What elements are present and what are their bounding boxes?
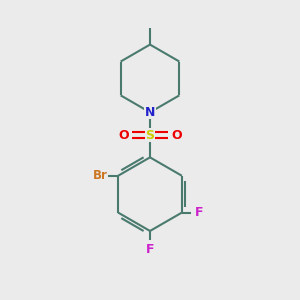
Text: Br: Br [92, 169, 107, 182]
Text: O: O [118, 129, 129, 142]
Text: O: O [171, 129, 182, 142]
Text: F: F [146, 243, 154, 256]
Text: S: S [146, 129, 154, 142]
Text: F: F [195, 206, 204, 219]
Text: N: N [145, 106, 155, 119]
